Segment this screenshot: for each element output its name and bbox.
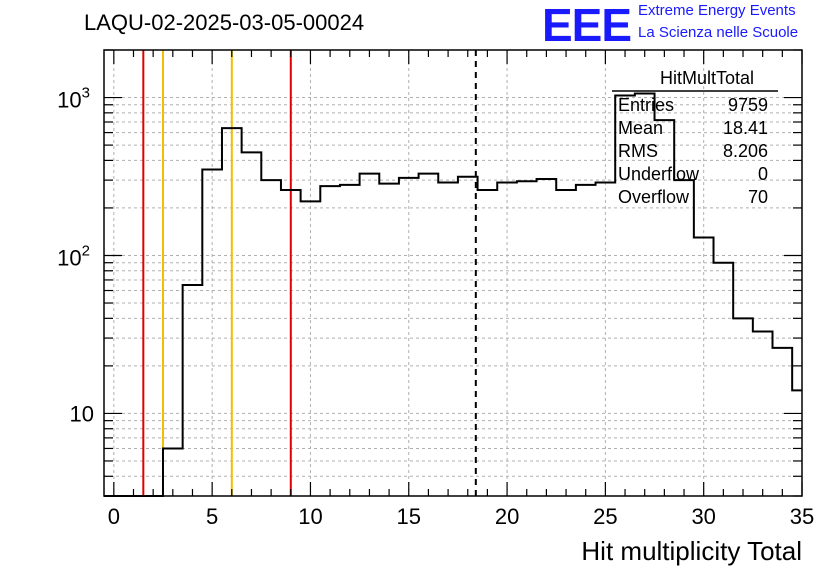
histogram-bin: [163, 448, 183, 496]
stats-label: Entries: [618, 95, 674, 115]
x-tick-label: 30: [691, 504, 715, 529]
histogram-bin: [733, 318, 753, 496]
x-tick-label: 5: [206, 504, 218, 529]
grid-layer: [104, 49, 803, 497]
stats-value: 8.206: [723, 141, 768, 161]
histogram-bin: [419, 174, 439, 496]
x-tick-label: 25: [593, 504, 617, 529]
eee-logo-line2: La Scienza nelle Scuole: [638, 24, 799, 41]
x-tick-label: 35: [790, 504, 814, 529]
histogram-bin: [281, 190, 301, 496]
histogram-bin: [478, 190, 498, 496]
histogram-bin: [320, 186, 340, 496]
plot-frame: [103, 49, 803, 497]
stats-label: Underflow: [618, 164, 700, 184]
histogram-bin: [517, 181, 537, 496]
y-tick-label: 103: [57, 85, 90, 113]
y-tick-label: 102: [57, 242, 90, 270]
histogram-bin: [399, 178, 419, 496]
stats-value: 18.41: [723, 118, 768, 138]
histogram-bin: [694, 237, 714, 496]
histogram-bin: [183, 285, 203, 496]
histogram-bin: [556, 190, 576, 496]
histogram-outline: [104, 92, 802, 497]
stats-label: Mean: [618, 118, 663, 138]
eee-logo-line1: Extreme Energy Events: [638, 2, 796, 19]
histogram-bin: [301, 201, 321, 496]
histogram-bin: [438, 182, 458, 496]
histogram-bin: [222, 128, 242, 496]
histogram-bin: [340, 185, 360, 496]
stats-title: HitMultTotal: [660, 68, 754, 88]
histogram-bin: [576, 185, 596, 496]
histogram-bin: [497, 182, 517, 496]
histogram-layer: [104, 92, 802, 497]
x-tick-label: 10: [298, 504, 322, 529]
histogram-bin: [674, 180, 694, 496]
y-tick-label: 10: [70, 401, 94, 426]
stats-value: 0: [758, 164, 768, 184]
stats-value: 9759: [728, 95, 768, 115]
histogram-bin: [360, 174, 380, 496]
stats-value: 70: [748, 187, 768, 207]
stats-box: HitMultTotal Entries 9759 Mean 18.41 RMS 8.206…: [612, 68, 778, 207]
histogram-bin: [537, 179, 557, 496]
histogram-bin: [596, 182, 616, 496]
axes-layer: 0 5 10 15 20 25 30 35 10 102 103: [57, 49, 814, 529]
marker-lines-layer: [142, 50, 477, 496]
x-tick-label: 20: [495, 504, 519, 529]
histogram-bin: [714, 263, 734, 496]
histogram-bin: [242, 152, 262, 496]
histogram-bin: [458, 177, 478, 496]
histogram-bin: [753, 332, 773, 496]
stats-label: RMS: [618, 141, 658, 161]
histogram-bin: [773, 348, 793, 496]
eee-logo-mark: EEE: [542, 0, 632, 51]
histogram-bin: [202, 170, 222, 496]
histogram-bin: [379, 184, 399, 496]
histogram-bin: [261, 180, 281, 496]
stats-label: Overflow: [618, 187, 690, 207]
x-axis-label: Hit multiplicity Total: [581, 536, 802, 566]
histogram-bin: [792, 390, 802, 496]
plot-title: LAQU-02-2025-03-05-00024: [84, 10, 365, 35]
x-tick-label: 0: [108, 504, 120, 529]
x-tick-label: 15: [397, 504, 421, 529]
